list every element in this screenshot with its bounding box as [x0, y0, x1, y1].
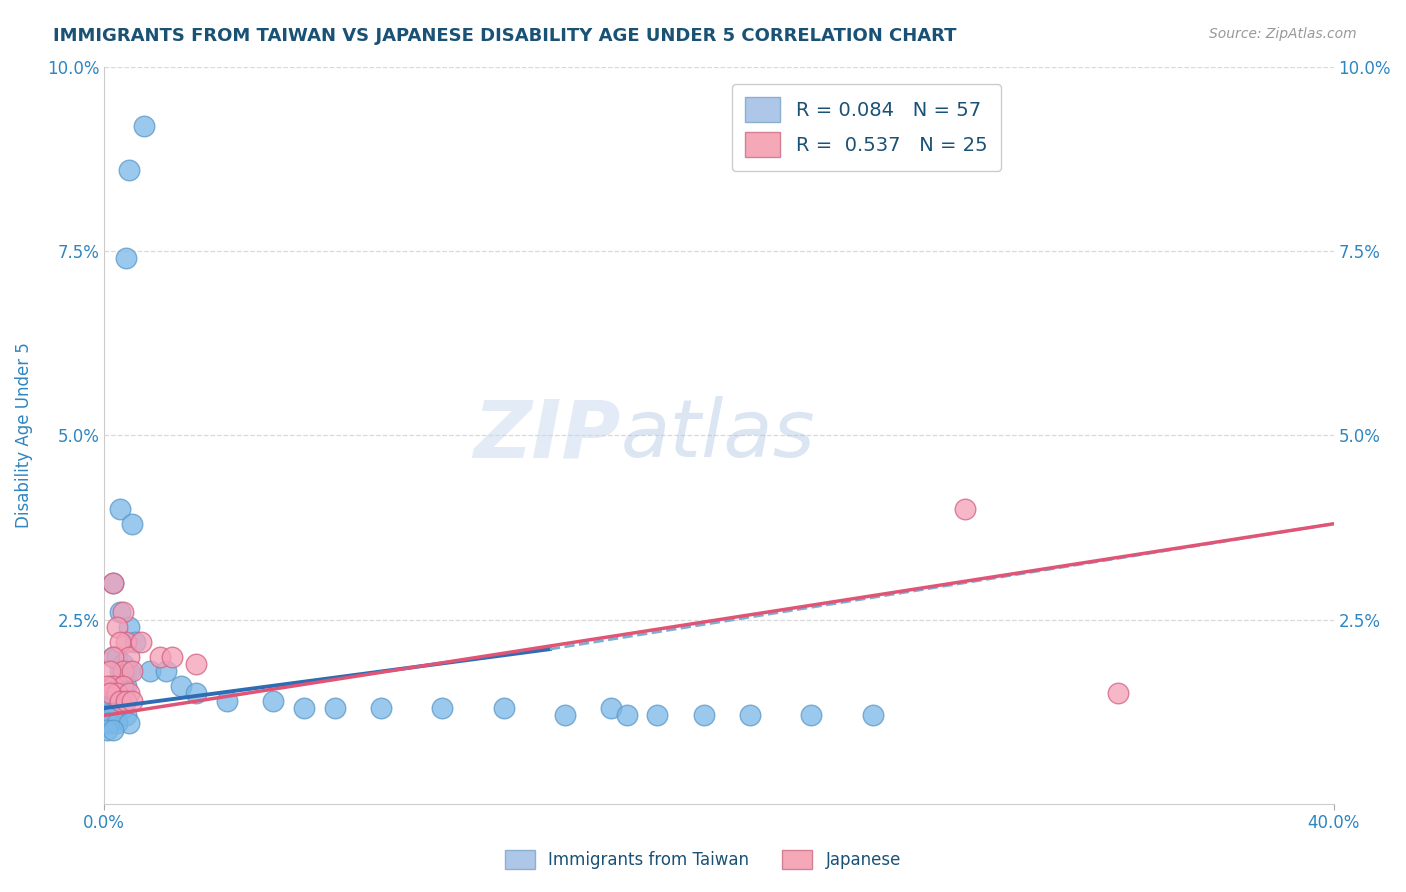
Point: [108, 502, 131, 516]
Point: [100, 715, 122, 730]
Point: [262, 694, 284, 708]
Point: [432, 701, 454, 715]
Point: [170, 679, 193, 693]
Point: [96, 708, 118, 723]
Point: [160, 649, 183, 664]
Point: [738, 708, 761, 723]
Point: [121, 516, 143, 531]
Point: [103, 649, 125, 664]
Legend: Immigrants from Taiwan, Japanese: Immigrants from Taiwan, Japanese: [495, 840, 911, 880]
Point: [105, 715, 128, 730]
Point: [370, 701, 392, 715]
Point: [692, 708, 714, 723]
Point: [139, 665, 162, 679]
Point: [554, 708, 576, 723]
Point: [108, 694, 131, 708]
Point: [96, 715, 118, 730]
Point: [103, 679, 125, 693]
Point: [96, 694, 118, 708]
Point: [100, 665, 122, 679]
Point: [129, 634, 152, 648]
Point: [217, 694, 239, 708]
Text: Source: ZipAtlas.com: Source: ZipAtlas.com: [1209, 27, 1357, 41]
Point: [111, 605, 134, 619]
Point: [1108, 686, 1130, 700]
Point: [96, 723, 118, 738]
Point: [105, 686, 128, 700]
Point: [118, 686, 141, 700]
Point: [114, 252, 136, 266]
Point: [108, 694, 131, 708]
Point: [111, 665, 134, 679]
Point: [114, 708, 136, 723]
Point: [118, 715, 141, 730]
Point: [108, 679, 131, 693]
Point: [105, 686, 128, 700]
Point: [103, 708, 125, 723]
Point: [108, 634, 131, 648]
Text: atlas: atlas: [620, 396, 815, 475]
Point: [105, 620, 128, 634]
Point: [148, 649, 170, 664]
Point: [103, 575, 125, 590]
Y-axis label: Disability Age Under 5: Disability Age Under 5: [15, 343, 32, 528]
Point: [118, 620, 141, 634]
Point: [600, 701, 623, 715]
Point: [862, 708, 884, 723]
Point: [492, 701, 515, 715]
Point: [105, 649, 128, 664]
Point: [114, 679, 136, 693]
Point: [155, 665, 177, 679]
Point: [103, 694, 125, 708]
Point: [134, 119, 156, 133]
Point: [105, 701, 128, 715]
Point: [114, 665, 136, 679]
Point: [953, 502, 976, 516]
Point: [616, 708, 638, 723]
Point: [108, 605, 131, 619]
Point: [118, 162, 141, 177]
Point: [100, 701, 122, 715]
Point: [124, 634, 146, 648]
Point: [103, 575, 125, 590]
Text: ZIP: ZIP: [474, 396, 620, 475]
Point: [118, 665, 141, 679]
Point: [186, 657, 208, 671]
Point: [103, 649, 125, 664]
Legend: R = 0.084   N = 57, R =  0.537   N = 25: R = 0.084 N = 57, R = 0.537 N = 25: [731, 84, 1001, 170]
Point: [103, 679, 125, 693]
Point: [114, 694, 136, 708]
Point: [111, 679, 134, 693]
Point: [100, 679, 122, 693]
Point: [800, 708, 823, 723]
Point: [96, 701, 118, 715]
Point: [111, 686, 134, 700]
Point: [292, 701, 315, 715]
Point: [103, 723, 125, 738]
Point: [108, 665, 131, 679]
Point: [111, 657, 134, 671]
Point: [323, 701, 346, 715]
Point: [118, 649, 141, 664]
Point: [100, 686, 122, 700]
Point: [121, 665, 143, 679]
Point: [647, 708, 669, 723]
Point: [186, 686, 208, 700]
Text: IMMIGRANTS FROM TAIWAN VS JAPANESE DISABILITY AGE UNDER 5 CORRELATION CHART: IMMIGRANTS FROM TAIWAN VS JAPANESE DISAB…: [53, 27, 957, 45]
Point: [100, 686, 122, 700]
Point: [111, 701, 134, 715]
Point: [121, 694, 143, 708]
Point: [96, 679, 118, 693]
Point: [114, 634, 136, 648]
